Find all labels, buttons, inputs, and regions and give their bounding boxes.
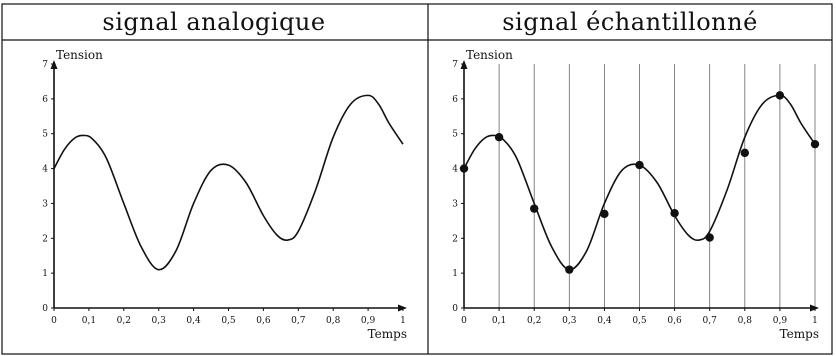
x-tick-label: 0,1 [82, 316, 96, 326]
y-tick-label: 5 [42, 130, 48, 140]
x-tick-label: 0,2 [527, 316, 541, 326]
y-tick-label: 2 [452, 234, 458, 244]
y-tick-label: 2 [42, 234, 48, 244]
sample-point [635, 160, 644, 170]
signal-curve [53, 94, 404, 271]
x-axis-label: Temps [780, 327, 819, 341]
plot-sampled: 0 0,1 0,2 0,3 0,4 0,5 0,6 0,7 0,8 0,9 1 0 1 2 3 4 5 6 7 Ten… [452, 48, 820, 341]
y-tick-label: 7 [452, 60, 458, 70]
y-tick-label: 1 [452, 269, 458, 279]
x-tick-label: 0,8 [326, 316, 341, 326]
y-tick-label: 3 [452, 199, 458, 209]
y-tick-label: 3 [42, 199, 48, 209]
sample-point [740, 148, 749, 158]
sample-point [565, 265, 574, 274]
y-tick-label: 0 [42, 304, 48, 314]
panel-title-sampled: signal échantillonné [502, 8, 758, 36]
y-tick-label: 4 [42, 165, 48, 175]
x-tick-label: 0,9 [773, 316, 788, 326]
y-tick-label: 4 [452, 165, 458, 175]
x-tick-label: 0,3 [152, 316, 167, 326]
y-axis-label: Tension [466, 48, 513, 62]
y-tick-label: 5 [452, 130, 458, 140]
x-tick-label: 0,3 [562, 316, 577, 326]
sample-point [459, 164, 469, 173]
sample-point [600, 209, 609, 219]
sample-point [775, 91, 785, 100]
x-tick-label: 0,4 [597, 316, 612, 326]
y-tick-label: 1 [42, 269, 48, 279]
x-tick-label: 0 [51, 316, 57, 326]
x-tick-label: 0,9 [361, 316, 376, 326]
y-tick-label: 6 [452, 95, 458, 105]
y-tick-label: 7 [42, 60, 48, 70]
x-tick-label: 0,6 [256, 316, 271, 326]
x-tick-label: 0,5 [632, 316, 647, 326]
x-tick-label: 0,4 [186, 316, 201, 326]
x-tick-label: 0 [461, 316, 467, 326]
x-tick-label: 0,7 [291, 316, 306, 326]
x-tick-label: 1 [812, 316, 818, 326]
sample-point [494, 133, 504, 142]
x-tick-label: 0,1 [492, 316, 506, 326]
sample-point [705, 233, 714, 242]
y-tick-label: 6 [42, 95, 48, 105]
plot-analog: 0 0,1 0,2 0,3 0,4 0,5 0,6 0,7 0,8 0,9 1 0 1 2 3 4 5 6 7 Ten… [42, 48, 407, 341]
x-tick-label: 1 [400, 316, 406, 326]
x-axis-label: Temps [368, 327, 407, 341]
table-border [1, 3, 833, 355]
sample-point [530, 204, 539, 213]
y-axis-label: Tension [56, 48, 103, 62]
panel-title-analog: signal analogique [102, 8, 326, 36]
y-tick-label: 0 [452, 304, 458, 314]
x-tick-label: 0,5 [221, 316, 236, 326]
x-tick-label: 0,2 [117, 316, 131, 326]
sample-point [810, 139, 820, 149]
sample-point [670, 208, 679, 218]
x-tick-label: 0,7 [703, 316, 718, 326]
x-tick-label: 0,6 [667, 316, 682, 326]
x-tick-label: 0,8 [738, 316, 753, 326]
